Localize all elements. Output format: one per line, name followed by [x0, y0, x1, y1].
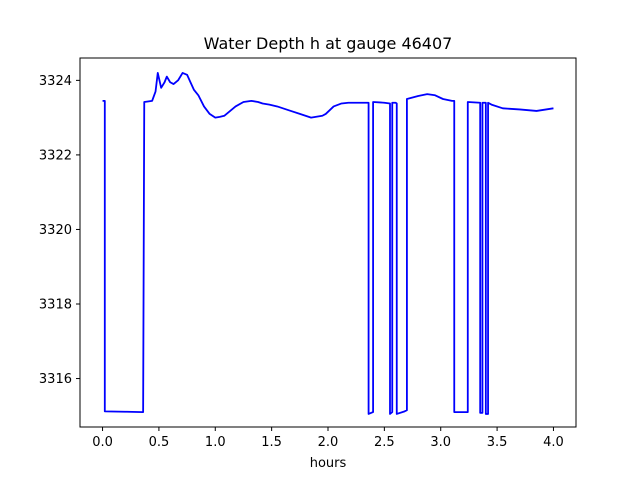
x-tick-label: 3.0: [430, 435, 451, 450]
x-tick-label: 4.0: [543, 435, 564, 450]
plot-background: [80, 58, 576, 427]
y-tick-label: 3318: [39, 298, 72, 313]
depth-series-line: [102, 72, 554, 415]
y-tick-label: 3316: [39, 372, 72, 387]
x-tick-label: 2.5: [374, 435, 395, 450]
x-axis-title: hours: [310, 456, 347, 471]
x-tick-label: 0.0: [92, 435, 113, 450]
chart-title: Water Depth h at gauge 46407: [204, 34, 453, 53]
y-axis: 3316 3318 3320 3322 3324: [39, 74, 80, 387]
y-tick-label: 3322: [39, 148, 72, 163]
x-tick-label: 3.5: [487, 435, 508, 450]
x-tick-label: 2.0: [318, 435, 339, 450]
x-tick-label: 1.5: [261, 435, 282, 450]
y-tick-label: 3320: [39, 223, 72, 238]
y-tick-label: 3324: [39, 74, 72, 89]
x-tick-label: 0.5: [149, 435, 170, 450]
x-axis: 0.0 0.5 1.0 1.5 2.0 2.5 3.0 3.5 4.0: [92, 427, 564, 450]
plot-area: [79, 57, 577, 428]
x-tick-label: 1.0: [205, 435, 226, 450]
